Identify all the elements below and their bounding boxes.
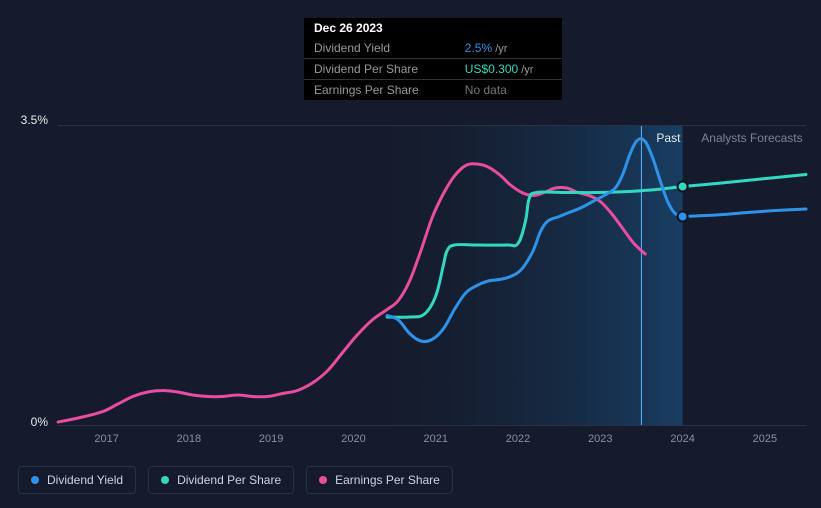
gridline-bottom (58, 425, 806, 426)
series-forecast-line (683, 175, 806, 187)
tooltip-date: Dec 26 2023 (304, 18, 562, 38)
tooltip-row-value: No data (455, 80, 562, 101)
legend-dot-icon (31, 476, 39, 484)
region-label-past: Past (656, 131, 680, 145)
x-axis-tick: 2019 (259, 433, 283, 445)
gridline-top (58, 125, 806, 126)
tooltip-row-label: Earnings Per Share (304, 80, 455, 101)
chart-legend: Dividend Yield Dividend Per Share Earnings… (18, 466, 453, 494)
x-axis-tick: 2025 (753, 433, 777, 445)
x-axis-tick: 2024 (670, 433, 694, 445)
chart-svg (58, 125, 806, 425)
y-axis-label-top: 3.5% (0, 113, 48, 127)
plot-area[interactable]: Past Analysts Forecasts (58, 125, 806, 425)
chart-tooltip: Dec 26 2023 Dividend Yield2.5% /yrDivide… (304, 18, 562, 100)
series-marker (678, 182, 688, 192)
x-axis-tick: 2018 (177, 433, 201, 445)
past-shade-region (387, 125, 682, 425)
tooltip-row-value: US$0.300 /yr (455, 59, 562, 80)
x-axis-tick: 2022 (506, 433, 530, 445)
tooltip-rows: Dividend Yield2.5% /yrDividend Per Share… (304, 38, 562, 100)
tooltip-row-value: 2.5% /yr (455, 38, 562, 59)
region-label-forecast: Analysts Forecasts (701, 131, 802, 145)
legend-label: Earnings Per Share (335, 473, 440, 487)
x-axis-tick: 2020 (341, 433, 365, 445)
legend-dot-icon (319, 476, 327, 484)
x-axis-tick: 2017 (94, 433, 118, 445)
tooltip-row-label: Dividend Per Share (304, 59, 455, 80)
x-axis-labels: 2017 2018 2019 2020 2021 2022 2023 2024 2025 (58, 433, 806, 453)
x-axis-tick: 2023 (588, 433, 612, 445)
series-forecast-line (683, 209, 806, 217)
legend-dot-icon (161, 476, 169, 484)
tooltip-row-label: Dividend Yield (304, 38, 455, 59)
series-marker (678, 212, 688, 222)
legend-label: Dividend Yield (47, 473, 123, 487)
legend-item[interactable]: Dividend Per Share (148, 466, 294, 494)
chart-container: 3.5% 0% Past Analysts Forecasts 2017 2018… (0, 105, 821, 460)
legend-item[interactable]: Dividend Yield (18, 466, 136, 494)
legend-item[interactable]: Earnings Per Share (306, 466, 453, 494)
y-axis-label-bottom: 0% (0, 415, 48, 429)
legend-label: Dividend Per Share (177, 473, 281, 487)
x-axis-tick: 2021 (423, 433, 447, 445)
